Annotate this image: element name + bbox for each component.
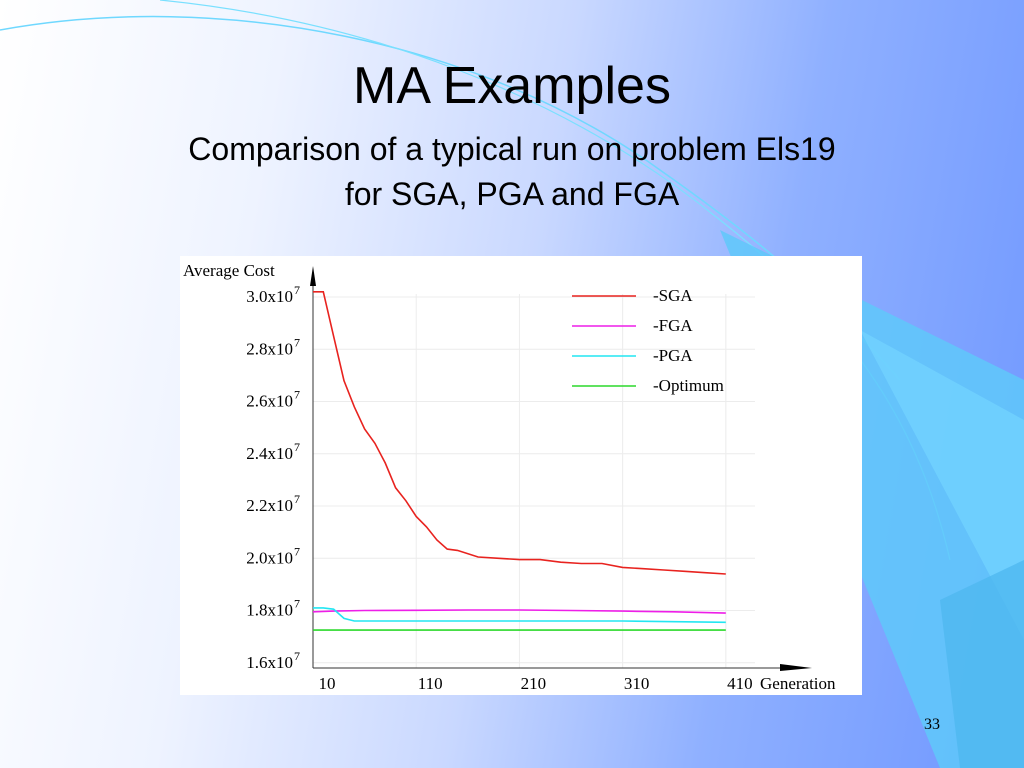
series-line-pga <box>313 607 726 624</box>
y-axis-title: Average Cost <box>183 261 275 280</box>
y-tick-exponent-6: 7 <box>294 335 300 349</box>
x-tick-label-2: 210 <box>521 674 547 693</box>
x-tick-label-4: 410 <box>727 674 753 693</box>
x-tick-label-3: 310 <box>624 674 650 693</box>
slide-subtitle-line-1: Comparison of a typical run on problem E… <box>188 131 836 167</box>
y-tick-exponent-2: 7 <box>294 544 300 558</box>
y-tick-label-6: 2.8x10 <box>246 339 293 358</box>
x-axis-arrow <box>780 664 812 671</box>
cost-chart: Average Cost Generation 1.6x10 71.8x10 72.… <box>183 261 836 693</box>
chart-panel: Average Cost Generation 1.6x10 7 1.8x10 7 2.… <box>180 256 862 695</box>
y-tick-label-7: 3.0x10 <box>246 287 293 306</box>
y-tick-labels: 1.6x10 71.8x10 72.0x10 72.2x10 72.4x10 72.6x1… <box>246 283 300 672</box>
x-tick-labels: 10 110 210 310 410 <box>319 674 753 693</box>
y-tick-label-5: 2.6x10 <box>246 392 293 411</box>
y-tick-exponent-1: 7 <box>294 597 300 611</box>
slide-number: 33 <box>924 716 940 733</box>
legend-label-sga: -SGA <box>653 286 693 305</box>
y-tick-exponent-3: 7 <box>294 492 300 506</box>
y-tick-label-1: 1.8x10 <box>246 601 293 620</box>
y-tick-exponent-5: 7 <box>294 388 300 402</box>
y-tick-exponent-4: 7 <box>294 440 300 454</box>
legend-label-fga: -FGA <box>653 316 693 335</box>
y-tick-label-3: 2.2x10 <box>246 496 293 515</box>
y-tick-exponent-0: 7 <box>294 649 300 663</box>
y-tick-exponent-7: 7 <box>294 283 300 297</box>
legend-label-optimum: -Optimum <box>653 376 724 395</box>
x-tick-label-1: 110 <box>418 674 443 693</box>
series-line-fga <box>312 609 726 614</box>
legend-label-pga: -PGA <box>653 346 693 365</box>
legend: -SGA -FGA -PGA -Optimum <box>572 286 724 395</box>
x-axis-title: Generation <box>760 674 836 693</box>
y-tick-label-2: 2.0x10 <box>246 548 293 567</box>
y-tick-label-0: 1.6x10 <box>246 653 293 672</box>
slide-subtitle-line-2: for SGA, PGA and FGA <box>344 176 680 212</box>
x-tick-label-0: 10 <box>319 674 336 693</box>
y-tick-label-4: 2.4x10 <box>246 444 293 463</box>
series-lines <box>312 290 726 631</box>
y-axis-arrow <box>310 266 316 286</box>
series-line-sga <box>313 290 726 575</box>
slide-title: MA Examples <box>353 57 671 115</box>
